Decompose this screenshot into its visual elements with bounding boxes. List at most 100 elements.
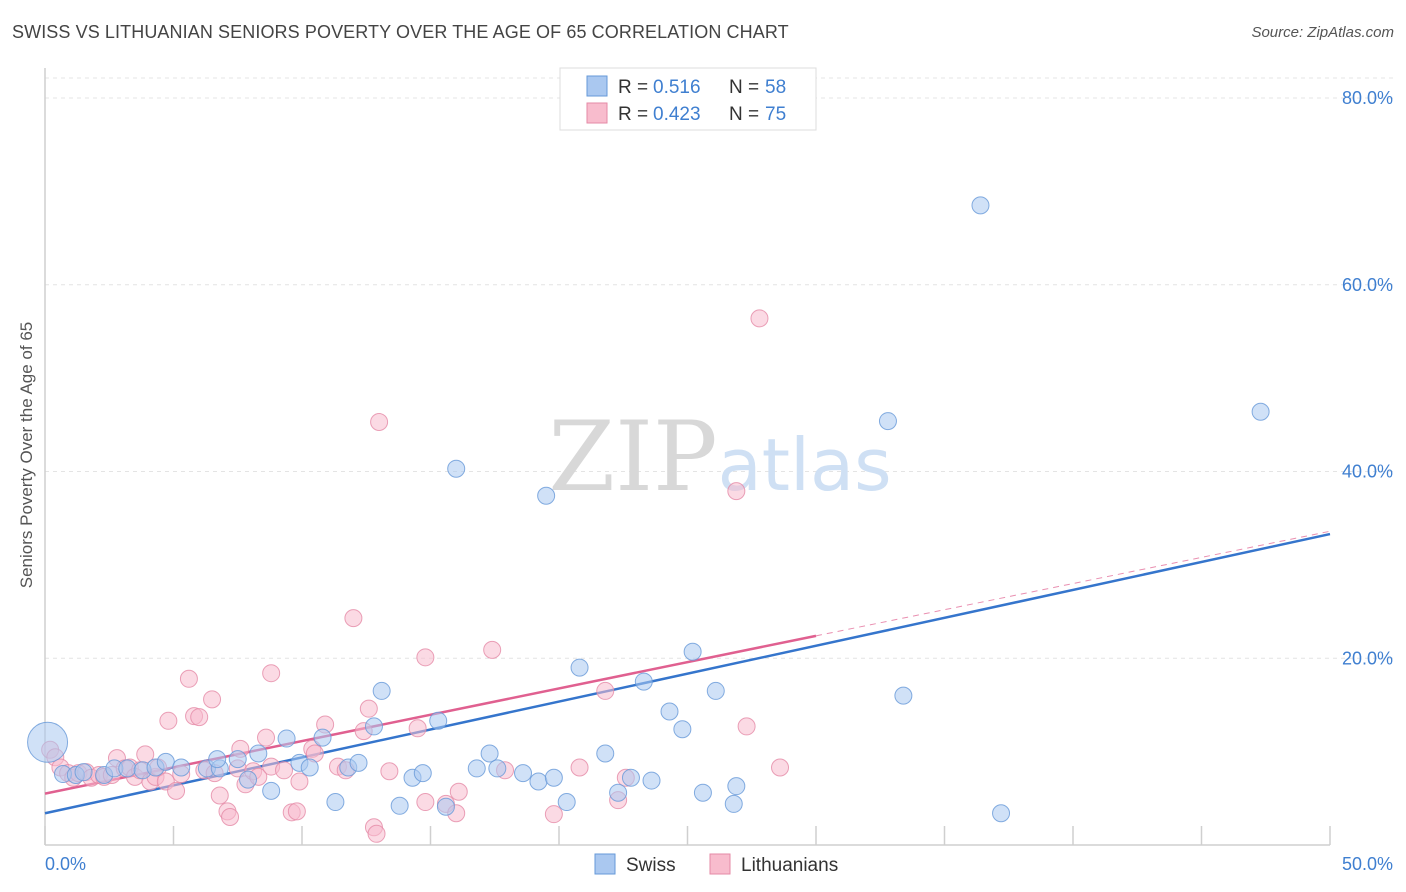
lithuanian-point (190, 708, 209, 727)
swiss-point (228, 750, 247, 769)
swiss-point (364, 717, 383, 736)
series-legend-label: Swiss (626, 855, 676, 876)
lithuanian-point (544, 805, 563, 824)
swiss-point (313, 728, 332, 747)
chart-title: SWISS VS LITHUANIAN SENIORS POVERTY OVER… (12, 22, 789, 42)
tick-labels: 20.0% 40.0% 60.0% 80.0% 0.0% 50.0% (45, 88, 1393, 874)
swiss-point (488, 759, 507, 778)
lithuanian-point (750, 309, 769, 328)
source-credit: Source: ZipAtlas.com (1251, 24, 1394, 41)
swiss-point (683, 642, 702, 661)
lithuanian-point (380, 762, 399, 781)
series-legend-swatch (594, 853, 616, 875)
y-tick-label: 80.0% (1342, 88, 1393, 108)
legend-swatch-swiss (586, 75, 608, 97)
series-legend-swatch (709, 853, 731, 875)
swiss-point (971, 196, 990, 215)
swiss-point (447, 459, 466, 478)
y-tick-label: 20.0% (1342, 648, 1393, 668)
lithuanian-point (416, 793, 435, 812)
swiss-point (642, 771, 661, 790)
swiss-point (413, 764, 432, 783)
lithuanian-point (203, 690, 222, 709)
axes (44, 68, 1331, 846)
legend-n-label: N = (729, 104, 759, 125)
swiss-point (724, 794, 743, 813)
swiss-point (514, 764, 533, 783)
x-tick-label-max: 50.0% (1342, 854, 1393, 874)
swiss-point (277, 729, 296, 748)
swiss-point (609, 783, 628, 802)
swiss-point (529, 772, 548, 791)
lithuanian-point (727, 482, 746, 501)
swiss-point (118, 759, 137, 778)
lithuanian-point (159, 711, 178, 730)
lithuanian-point (257, 728, 276, 747)
series-legend-label: Lithuanians (741, 855, 838, 876)
data-points (27, 196, 1270, 843)
swiss-point (660, 702, 679, 721)
legend-n-label: N = (729, 77, 759, 98)
watermark-atlas: atlas (718, 423, 892, 507)
swiss-point (557, 793, 576, 812)
swiss-point (249, 744, 268, 763)
swiss-point (74, 763, 93, 782)
swiss-point (706, 681, 725, 700)
lithuanian-point (344, 609, 363, 628)
legend-r-label: R = (618, 77, 648, 98)
swiss-point (27, 721, 69, 763)
legend-n-value: 58 (765, 77, 786, 98)
lithuanian-trend-extension (815, 530, 1331, 637)
lithuanian-point (290, 772, 309, 791)
watermark: ZIPatlas (548, 401, 891, 513)
x-tick-label-min: 0.0% (45, 854, 86, 874)
legend-swatch-lithuanians (586, 102, 608, 124)
swiss-point (262, 781, 281, 800)
swiss-point (326, 793, 345, 812)
lithuanian-point (483, 640, 502, 659)
swiss-point (894, 686, 913, 705)
legend-r-value: 0.516 (653, 77, 701, 98)
legend-n-value: 75 (765, 104, 786, 125)
lithuanian-point (287, 802, 306, 821)
gridlines (45, 77, 1395, 659)
swiss-point (673, 720, 692, 739)
lithuanian-point (367, 824, 386, 843)
y-tick-label: 60.0% (1342, 275, 1393, 295)
swiss-point (878, 412, 897, 431)
legend-r-label: R = (618, 104, 648, 125)
swiss-point (621, 768, 640, 787)
swiss-point (467, 759, 486, 778)
legend-r-value: 0.423 (653, 104, 701, 125)
swiss-point (349, 753, 368, 772)
series-legend: Swiss Lithuanians (594, 853, 838, 876)
watermark-zip: ZIP (548, 401, 717, 513)
lithuanian-point (737, 717, 756, 736)
swiss-point (436, 797, 455, 816)
swiss-point (480, 744, 499, 763)
lithuanian-point (167, 781, 186, 800)
lithuanian-point (210, 786, 229, 805)
swiss-point (300, 758, 319, 777)
lithuanian-point (570, 758, 589, 777)
lithuanian-point (359, 699, 378, 718)
swiss-point (544, 768, 563, 787)
swiss-point (208, 750, 227, 769)
swiss-point (570, 658, 589, 677)
swiss-point (156, 752, 175, 771)
swiss-point (172, 758, 191, 777)
swiss-point (239, 770, 258, 789)
lithuanian-point (408, 719, 427, 738)
lithuanian-point (179, 669, 198, 688)
swiss-point (992, 804, 1011, 823)
y-tick-label: 40.0% (1342, 462, 1393, 482)
lithuanian-point (771, 758, 790, 777)
swiss-point (596, 744, 615, 763)
swiss-point (372, 681, 391, 700)
swiss-point (537, 486, 556, 505)
lithuanian-point (596, 681, 615, 700)
lithuanian-point (370, 413, 389, 432)
swiss-point (429, 711, 448, 730)
swiss-point (693, 783, 712, 802)
